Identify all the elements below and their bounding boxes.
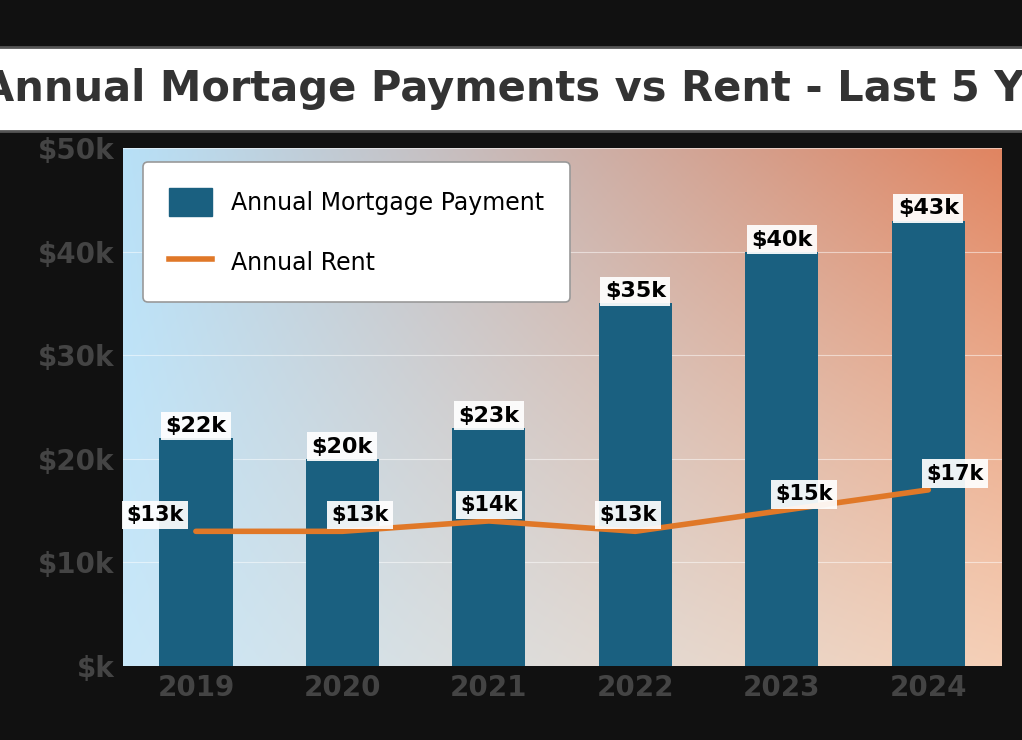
Text: $13k: $13k bbox=[331, 505, 388, 525]
Text: $14k: $14k bbox=[460, 495, 517, 515]
Bar bbox=[306, 459, 379, 666]
Bar bbox=[745, 252, 819, 666]
Bar bbox=[159, 438, 233, 666]
Text: $13k: $13k bbox=[126, 505, 184, 525]
Text: $20k: $20k bbox=[312, 437, 373, 457]
Text: Annual Mortage Payments vs Rent - Last 5 Years: Annual Mortage Payments vs Rent - Last 5… bbox=[0, 68, 1022, 110]
Text: $22k: $22k bbox=[166, 416, 227, 436]
Bar bbox=[599, 303, 672, 666]
Text: $17k: $17k bbox=[926, 464, 983, 484]
Text: $15k: $15k bbox=[775, 485, 833, 505]
Text: $40k: $40k bbox=[751, 229, 812, 249]
Text: $35k: $35k bbox=[605, 281, 666, 301]
Bar bbox=[891, 221, 965, 666]
Text: $13k: $13k bbox=[599, 505, 657, 525]
Text: $43k: $43k bbox=[897, 198, 959, 218]
Legend: Annual Mortgage Payment, Annual Rent: Annual Mortgage Payment, Annual Rent bbox=[143, 162, 569, 302]
Text: $23k: $23k bbox=[458, 406, 519, 426]
Bar bbox=[452, 428, 525, 666]
